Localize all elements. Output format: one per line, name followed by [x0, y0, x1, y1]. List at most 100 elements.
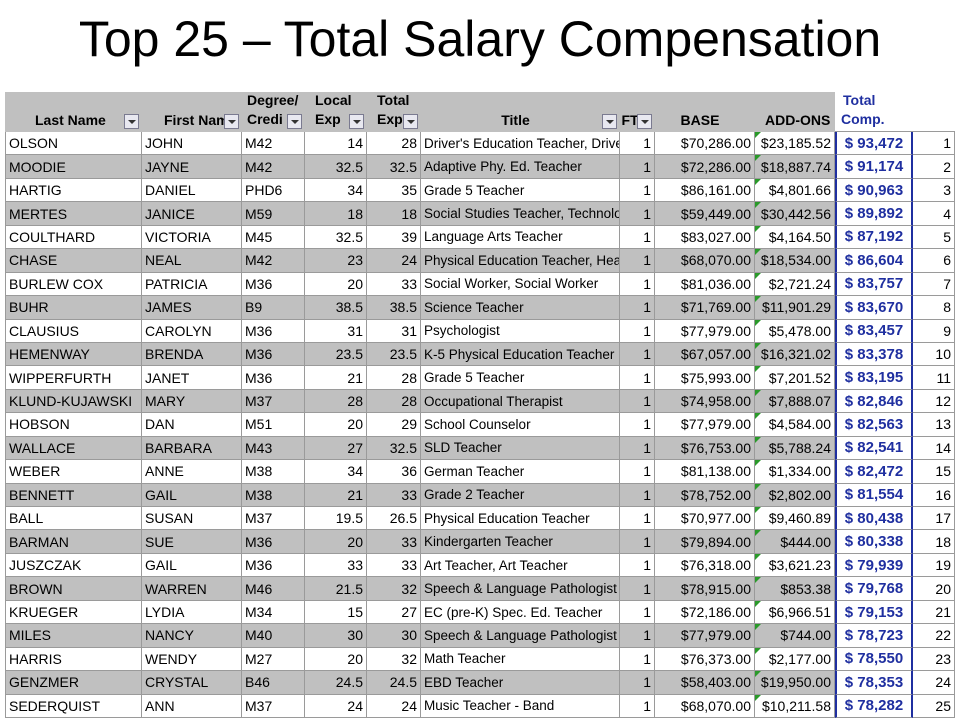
table-cell: BALL	[5, 507, 142, 531]
table-cell: 33	[305, 553, 367, 578]
table-cell: WARREN	[142, 577, 242, 601]
column-header: Total	[843, 92, 876, 108]
table-cell: Music Teacher - Band	[421, 694, 620, 718]
table-cell: JANET	[142, 366, 242, 390]
table-cell: $ 83,195	[835, 366, 913, 390]
table-cell: Physical Education Teacher, Heal	[421, 249, 620, 273]
table-cell: 23	[913, 647, 955, 672]
table-cell: $ 80,438	[835, 507, 913, 531]
table-cell: 32	[367, 647, 421, 672]
table-cell: 28	[367, 366, 421, 390]
table-cell: M42	[242, 132, 305, 156]
table-cell: 1	[913, 132, 955, 156]
table-cell: 1	[620, 155, 655, 179]
column-header: Local	[315, 92, 352, 108]
table-cell: 32.5	[367, 155, 421, 179]
column-header: Comp.	[841, 111, 885, 127]
table-cell: $76,753.00	[655, 436, 755, 461]
table-cell: HOBSON	[5, 413, 142, 437]
table-cell: WEBER	[5, 460, 142, 484]
table-cell: 13	[913, 413, 955, 437]
filter-button	[224, 114, 239, 129]
table-cell: $ 80,338	[835, 530, 913, 554]
table-cell: $78,752.00	[655, 483, 755, 508]
column-header: Title	[501, 112, 530, 128]
table-cell: MILES	[5, 624, 142, 648]
table-cell: 1	[620, 389, 655, 414]
table-cell: HEMENWAY	[5, 342, 142, 367]
filter-button	[403, 114, 418, 129]
table-cell: 1	[620, 436, 655, 461]
table-cell: B9	[242, 296, 305, 320]
table-cell: 10	[913, 342, 955, 367]
table-cell: 23.5	[305, 342, 367, 367]
table-cell: 32	[367, 577, 421, 601]
table-cell: $78,915.00	[655, 577, 755, 601]
table-cell: 29	[367, 413, 421, 437]
table-cell: M36	[242, 530, 305, 554]
column-header: FT	[621, 112, 639, 128]
table-cell: Social Worker, Social Worker	[421, 272, 620, 297]
table-cell: $79,894.00	[655, 530, 755, 554]
table-cell: SUE	[142, 530, 242, 554]
table-cell: 27	[367, 600, 421, 625]
column-header: BASE	[680, 112, 720, 128]
table-cell: $1,334.00	[755, 460, 835, 484]
table-cell: 7	[913, 272, 955, 297]
table-cell: 1	[620, 342, 655, 367]
table-cell: M43	[242, 436, 305, 461]
table-cell: $6,966.51	[755, 600, 835, 625]
table-cell: SUSAN	[142, 507, 242, 531]
table-cell: 1	[620, 507, 655, 531]
table-cell: 26.5	[367, 507, 421, 531]
table-cell: 2	[913, 155, 955, 179]
table-cell: $ 93,472	[835, 132, 913, 156]
table-cell: $444.00	[755, 530, 835, 554]
table-cell: 15	[305, 600, 367, 625]
table-cell: WIPPERFURTH	[5, 366, 142, 390]
column-header: Last Name	[35, 112, 106, 128]
table-cell: JUSZCZAK	[5, 553, 142, 578]
table-cell: OLSON	[5, 132, 142, 156]
table-cell: M36	[242, 366, 305, 390]
table-cell: ANNE	[142, 460, 242, 484]
table-cell: $77,979.00	[655, 413, 755, 437]
table-cell: 1	[620, 624, 655, 648]
table-cell: $ 87,192	[835, 225, 913, 250]
table-cell: $5,478.00	[755, 319, 835, 343]
table-cell: $ 78,353	[835, 671, 913, 695]
table-cell: Language Arts Teacher	[421, 225, 620, 250]
table-cell: ANN	[142, 694, 242, 718]
table-cell: Grade 5 Teacher	[421, 178, 620, 203]
table-cell: $19,950.00	[755, 671, 835, 695]
column-header: Total	[377, 92, 410, 108]
table-cell: 25	[913, 694, 955, 718]
slide-title: Top 25 – Total Salary Compensation	[78, 11, 882, 67]
table-cell: Grade 5 Teacher	[421, 366, 620, 390]
table-cell: 21	[305, 483, 367, 508]
column-header: First Name	[164, 112, 237, 128]
table-cell: MARY	[142, 389, 242, 414]
table-cell: 28	[367, 389, 421, 414]
table-cell: School Counselor	[421, 413, 620, 437]
header-band	[5, 92, 835, 132]
table-cell: CHASE	[5, 249, 142, 273]
column-header: ADD-ONS	[765, 112, 831, 128]
table-cell: 1	[620, 600, 655, 625]
table-cell: 1	[620, 225, 655, 250]
column-header: Exp	[377, 111, 403, 127]
table-cell: M36	[242, 319, 305, 343]
table-cell: M36	[242, 342, 305, 367]
table-cell: 8	[913, 296, 955, 320]
table-cell: 23.5	[367, 342, 421, 367]
table-cell: WALLACE	[5, 436, 142, 461]
table-cell: 1	[620, 460, 655, 484]
table-cell: 24.5	[305, 671, 367, 695]
table-cell: BROWN	[5, 577, 142, 601]
table-cell: 39	[367, 225, 421, 250]
table-cell: 22	[913, 624, 955, 648]
table-cell: M42	[242, 249, 305, 273]
table-cell: M27	[242, 647, 305, 672]
table-cell: BARMAN	[5, 530, 142, 554]
